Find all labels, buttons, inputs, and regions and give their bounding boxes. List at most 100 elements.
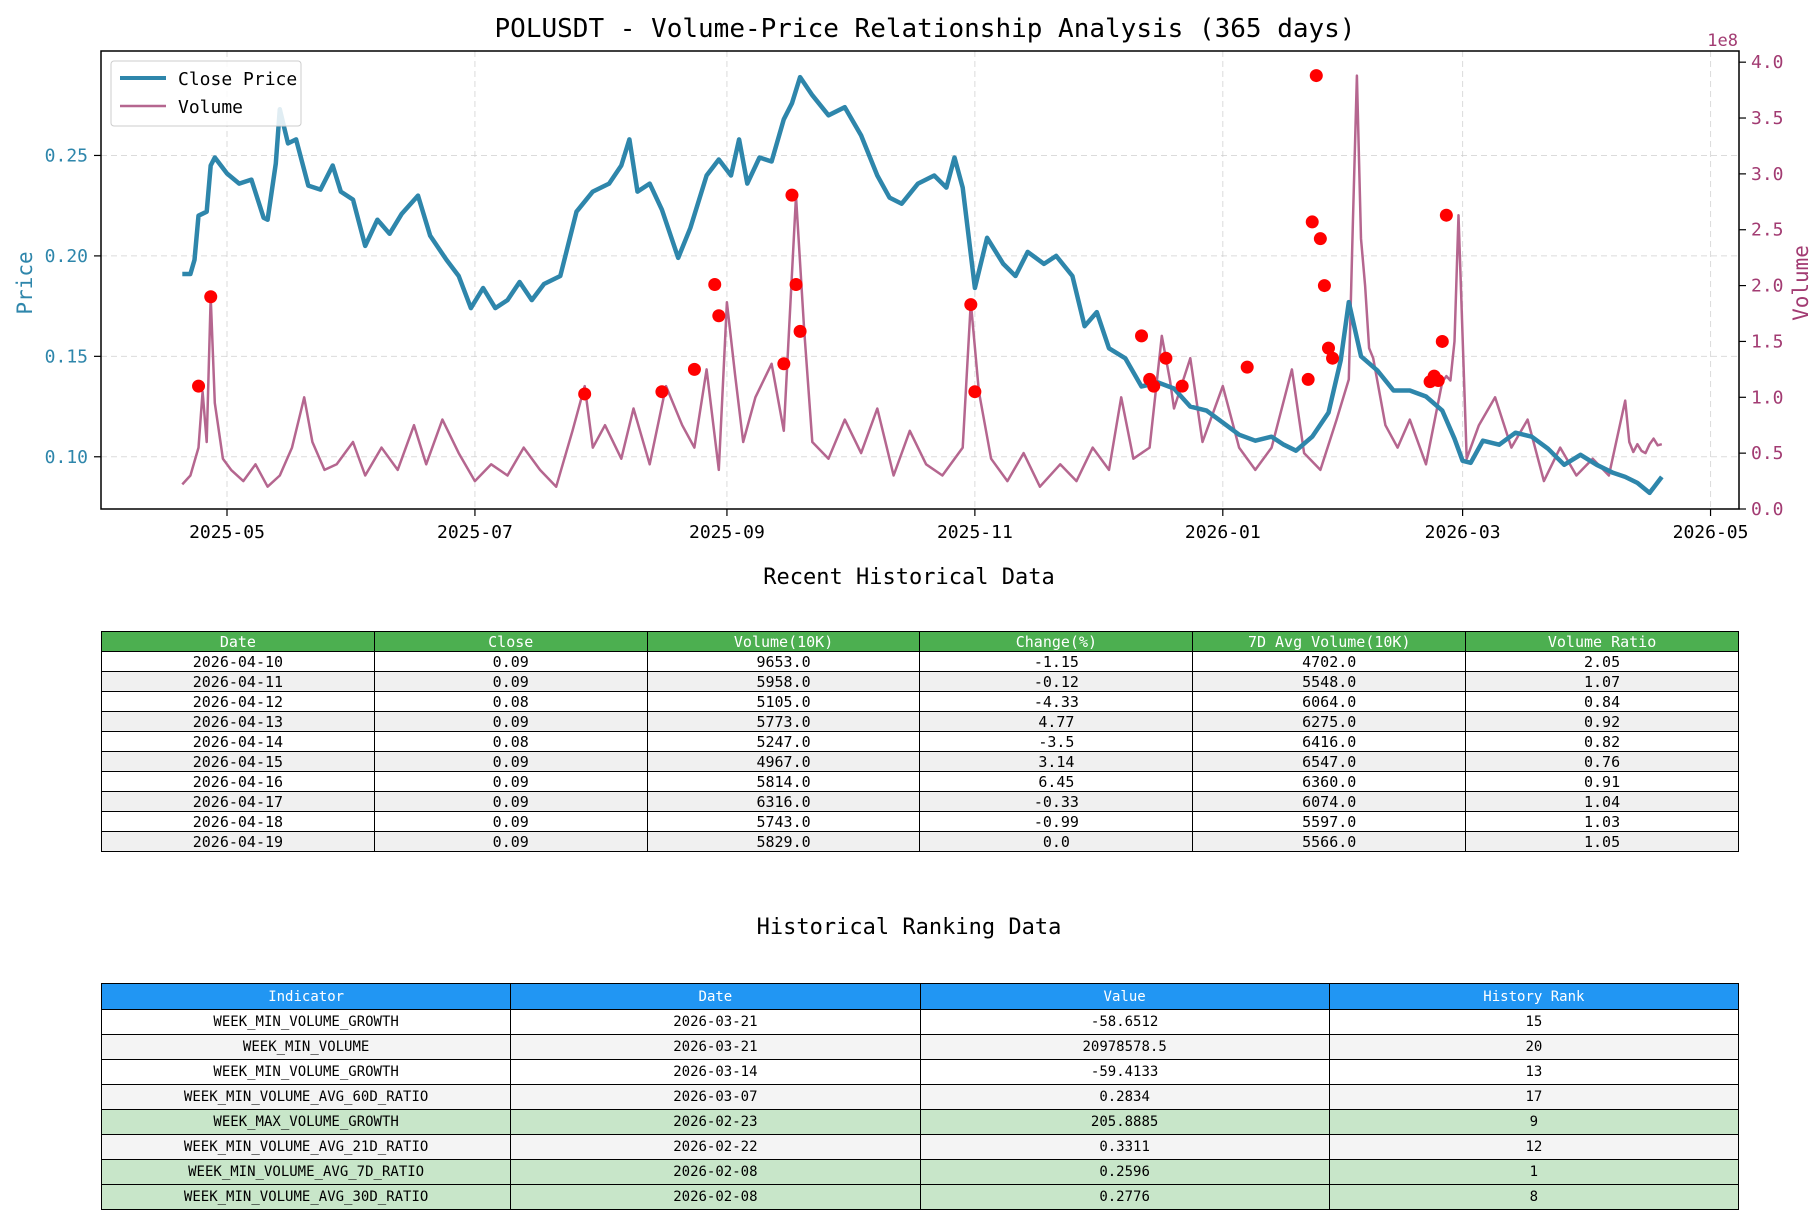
right-axis-label: Volume: [1789, 245, 1813, 321]
recent-table-cell: 6547.0: [1192, 751, 1467, 772]
right-tick-label: 4.0: [1751, 52, 1784, 73]
ranking-table-cell: 2026-02-23: [510, 1109, 921, 1135]
recent-table-cell: -0.99: [919, 811, 1194, 832]
recent-table-cell: 2026-04-17: [101, 791, 375, 812]
table-row: 2026-04-18 0.09 5743.0 -0.99 5597.0 1.03: [101, 811, 1739, 832]
table-row: 2026-04-14 0.08 5247.0 -3.5 6416.0 0.82: [101, 731, 1739, 752]
left-tick-label: 0.15: [45, 346, 88, 367]
volume-spike-marker: [785, 188, 799, 202]
right-tick-label: 3.5: [1751, 108, 1784, 129]
ranking-table-cell: 9: [1328, 1109, 1740, 1135]
x-tick-label: 2026-01: [1185, 522, 1261, 543]
volume-spike-marker: [793, 324, 807, 338]
right-tick-label: 1.5: [1751, 331, 1784, 352]
recent-column-header: 7D Avg Volume(10K): [1192, 631, 1467, 652]
recent-table-cell: 1.04: [1465, 791, 1739, 812]
volume-spike-marker: [655, 385, 669, 399]
recent-table-cell: 5958.0: [646, 671, 921, 692]
close-price-line: [182, 74, 1664, 496]
x-tick-label: 2026-05: [1673, 522, 1749, 543]
recent-column-header: Close: [373, 631, 648, 652]
recent-table-cell: 1.07: [1465, 671, 1739, 692]
recent-table-cell: 4967.0: [646, 751, 921, 772]
volume-spike-marker: [968, 385, 982, 399]
table-row: 2026-04-10 0.09 9653.0 -1.15 4702.0 2.05: [101, 651, 1739, 672]
recent-data-table: Date Close Volume(10K) Change(%) 7D Avg Volu…: [101, 631, 1739, 852]
table-row: 2026-04-12 0.08 5105.0 -4.33 6064.0 0.84: [101, 691, 1739, 712]
legend-volume-label: Volume: [178, 97, 243, 118]
volume-spike-marker: [1326, 351, 1340, 365]
recent-table-cell: 2026-04-13: [101, 711, 375, 732]
recent-column-header: Change(%): [919, 631, 1194, 652]
recent-table-cell: -4.33: [919, 691, 1194, 712]
ranking-table-cell: 0.2776: [919, 1184, 1330, 1210]
recent-table-cell: 1.05: [1465, 831, 1739, 852]
recent-table-cell: 6416.0: [1192, 731, 1467, 752]
ranking-table-cell: WEEK_MIN_VOLUME_AVG_21D_RATIO: [100, 1134, 512, 1160]
right-tick-label: 3.0: [1751, 164, 1784, 185]
volume-spike-marker: [1317, 279, 1331, 293]
recent-table-cell: 3.14: [919, 751, 1194, 772]
recent-table-cell: 6316.0: [646, 791, 921, 812]
plot-frame: [100, 50, 1740, 510]
table-row: WEEK_MAX_VOLUME_GROWTH 2026-02-23 205.8885…: [100, 1109, 1740, 1135]
recent-table-cell: 0.09: [373, 671, 648, 692]
volume-spike-marker: [1135, 329, 1149, 343]
recent-table-cell: 4702.0: [1192, 651, 1467, 672]
ranking-table-cell: 0.2596: [919, 1159, 1330, 1185]
recent-table-cell: -0.33: [919, 791, 1194, 812]
axes: 2025-05 2025-07 2025-09 2025-11 2026-01 2026-…: [45, 52, 1784, 543]
table-row: WEEK_MIN_VOLUME_GROWTH 2026-03-14 -59.4133…: [100, 1059, 1740, 1085]
ranking-table-cell: 0.3311: [919, 1134, 1330, 1160]
ranking-data-title: Historical Ranking Data: [756, 915, 1062, 940]
volume-spike-marker: [1159, 351, 1173, 365]
right-tick-label: 0.5: [1751, 443, 1784, 464]
volume-spike-marker: [1147, 379, 1161, 393]
x-tick-label: 2026-03: [1425, 522, 1501, 543]
recent-table-cell: 6074.0: [1192, 791, 1467, 812]
ranking-table-cell: 0.2834: [919, 1084, 1330, 1110]
recent-table-header-row: Date Close Volume(10K) Change(%) 7D Avg Volu…: [101, 631, 1739, 652]
table-row: WEEK_MIN_VOLUME_AVG_60D_RATIO 2026-03-07 0…: [100, 1084, 1740, 1110]
recent-table-cell: 1.03: [1465, 811, 1739, 832]
table-row: WEEK_MIN_VOLUME_AVG_7D_RATIO 2026-02-08 0.…: [100, 1159, 1740, 1185]
recent-table-cell: 0.08: [373, 731, 648, 752]
ranking-table-cell: WEEK_MIN_VOLUME_AVG_60D_RATIO: [100, 1084, 512, 1110]
chart-title: POLUSDT - Volume-Price Relationship Anal…: [495, 14, 1356, 44]
recent-table-cell: 0.91: [1465, 771, 1739, 792]
x-tick-label: 2025-05: [189, 522, 265, 543]
volume-spike-marker: [964, 298, 978, 312]
ranking-table-cell: 1: [1328, 1159, 1740, 1185]
ranking-table-cell: WEEK_MIN_VOLUME_GROWTH: [100, 1059, 512, 1085]
legend-price-label: Close Price: [178, 69, 297, 90]
ranking-table-cell: 205.8885: [919, 1109, 1330, 1135]
recent-table-cell: 0.08: [373, 691, 648, 712]
recent-table-cell: 2026-04-16: [101, 771, 375, 792]
ranking-table-cell: -59.4133: [919, 1059, 1330, 1085]
ranking-data-table: Indicator Date Value History Rank WEEK_MIN_…: [100, 983, 1740, 1210]
recent-table-cell: 0.09: [373, 831, 648, 852]
ranking-table-cell: 15: [1328, 1009, 1740, 1035]
ranking-table-cell: 2026-02-08: [510, 1184, 921, 1210]
recent-table-cell: 6.45: [919, 771, 1194, 792]
table-row: WEEK_MIN_VOLUME_AVG_30D_RATIO 2026-02-08 0…: [100, 1184, 1740, 1210]
recent-table-cell: 2026-04-10: [101, 651, 375, 672]
volume-spike-marker: [712, 309, 726, 323]
volume-price-chart: POLUSDT - Volume-Price Relationship Anal…: [13, 14, 1813, 543]
x-tick-label: 2025-09: [689, 522, 765, 543]
table-row: 2026-04-17 0.09 6316.0 -0.33 6074.0 1.04: [101, 791, 1739, 812]
recent-table-cell: 2026-04-15: [101, 751, 375, 772]
recent-table-cell: 0.09: [373, 791, 648, 812]
volume-spike-marker: [1175, 379, 1189, 393]
recent-data-title: Recent Historical Data: [763, 565, 1055, 590]
recent-table-cell: 2026-04-14: [101, 731, 375, 752]
recent-table-cell: -0.12: [919, 671, 1194, 692]
recent-table-cell: 5743.0: [646, 811, 921, 832]
recent-table-cell: 0.0: [919, 831, 1194, 852]
recent-table-cell: 0.09: [373, 751, 648, 772]
recent-table-cell: 2026-04-19: [101, 831, 375, 852]
ranking-table-cell: 17: [1328, 1084, 1740, 1110]
ranking-column-header: Indicator: [100, 983, 512, 1010]
left-tick-label: 0.10: [45, 447, 88, 468]
table-row: 2026-04-19 0.09 5829.0 0.0 5566.0 1.05: [101, 831, 1739, 852]
